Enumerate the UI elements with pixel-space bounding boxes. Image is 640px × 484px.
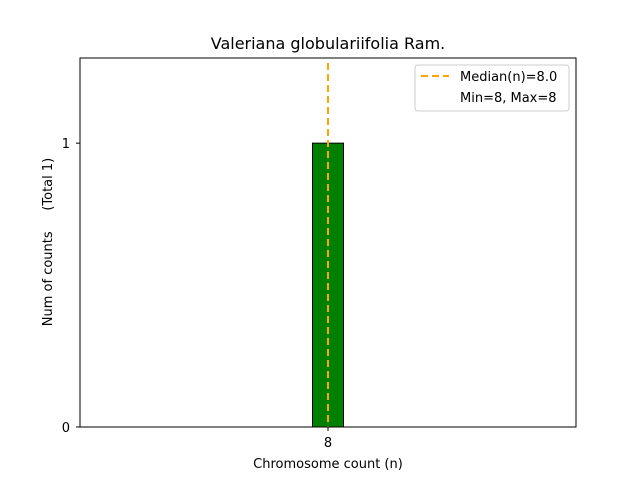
y-tick-label-0: 0	[62, 421, 70, 436]
legend-box	[414, 64, 570, 112]
x-axis-label: Chromosome count (n)	[253, 457, 403, 472]
legend: Median(n)=8.0 Min=8, Max=8	[414, 64, 570, 112]
y-tick-label-1: 1	[62, 137, 70, 152]
x-tick-label-8: 8	[324, 436, 332, 451]
y-axis-label: Num of counts (Total 1)	[41, 158, 56, 326]
legend-entry-median: Median(n)=8.0	[460, 70, 557, 85]
chart-title: Valeriana globulariifolia Ram.	[211, 34, 446, 53]
legend-entry-minmax: Min=8, Max=8	[460, 91, 557, 106]
